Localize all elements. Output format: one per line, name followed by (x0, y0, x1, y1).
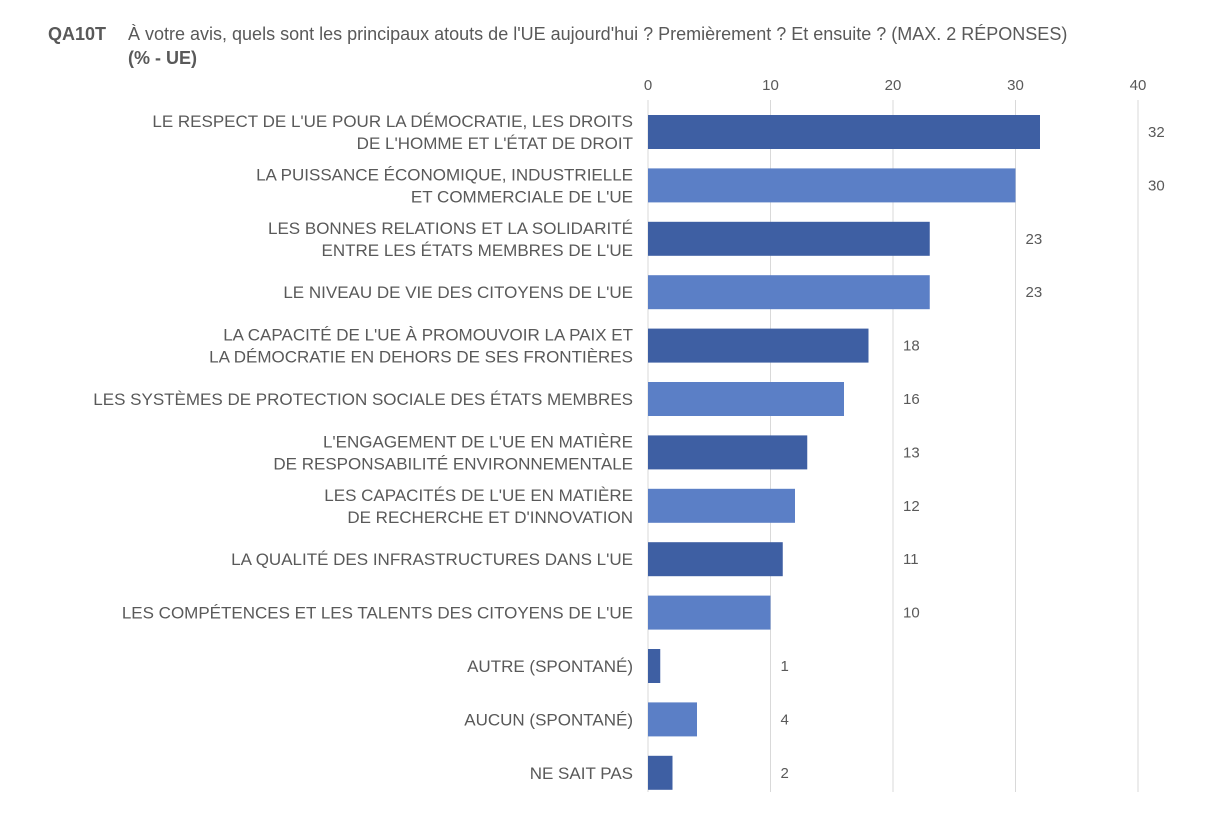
x-tick-label: 40 (1130, 77, 1147, 94)
data-label: 30 (1148, 177, 1165, 194)
category-label: AUCUN (SPONTANÉ) (464, 710, 633, 729)
x-tick-label: 10 (762, 77, 779, 94)
x-axis-ticks: 0 10 20 30 40 (644, 77, 1147, 94)
category-label: LES SYSTÈMES DE PROTECTION SOCIALE DES É… (93, 390, 633, 409)
bar (648, 382, 844, 416)
data-label: 16 (903, 391, 920, 408)
data-label: 2 (781, 765, 789, 782)
category-label: LES BONNES RELATIONS ET LA SOLIDARITÉ ENT… (268, 219, 633, 260)
question-line: QA10T À votre avis, quels sont les princi… (48, 22, 1208, 46)
bar (648, 595, 771, 630)
category-label: AUTRE (SPONTANÉ) (467, 657, 633, 676)
category-label: LE RESPECT DE L'UE POUR LA DÉMOCRATIE, L… (152, 112, 633, 153)
x-tick-label: 20 (885, 77, 902, 94)
data-label: 10 (903, 605, 920, 622)
data-label: 18 (903, 338, 920, 355)
bar (648, 275, 930, 310)
category-labels: LE RESPECT DE L'UE POUR LA DÉMOCRATIE, L… (93, 112, 633, 783)
x-tick-label: 30 (1007, 77, 1024, 94)
category-label: L'ENGAGEMENT DE L'UE EN MATIÈRE DE RESPON… (273, 432, 633, 473)
data-labels: 32 30 23 23 18 16 13 12 11 10 1 4 2 (781, 124, 1165, 782)
data-label: 23 (1026, 284, 1043, 301)
category-label: LA CAPACITÉ DE L'UE À PROMOUVOIR LA PAIX… (209, 326, 633, 367)
data-label: 23 (1026, 231, 1043, 248)
x-tick-label: 0 (644, 77, 652, 94)
data-label: 13 (903, 444, 920, 461)
chart-subtitle: (% - UE) (128, 48, 197, 68)
data-label: 11 (903, 551, 919, 568)
bar (648, 221, 930, 256)
category-label: LA QUALITÉ DES INFRASTRUCTURES DANS L'UE (231, 550, 633, 569)
bar (648, 435, 808, 470)
question-text: À votre avis, quels sont les principaux … (128, 24, 1068, 44)
bars (648, 115, 1040, 790)
data-label: 4 (781, 711, 789, 728)
bar (648, 488, 795, 523)
category-label: LA PUISSANCE ÉCONOMIQUE, INDUSTRIELLE ET … (256, 165, 633, 206)
bar (648, 755, 673, 790)
chart-title-block: QA10T À votre avis, quels sont les princi… (48, 22, 1208, 70)
question-code: QA10T (48, 24, 107, 44)
bar (648, 115, 1040, 149)
data-label: 1 (781, 658, 789, 675)
bar (648, 702, 697, 737)
bar (648, 168, 1016, 203)
data-label: 12 (903, 498, 920, 515)
data-label: 32 (1148, 124, 1165, 141)
bar (648, 542, 783, 577)
category-label: NE SAIT PAS (530, 764, 633, 783)
category-label: LES CAPACITÉS DE L'UE EN MATIÈRE DE RECHE… (324, 486, 633, 527)
category-label: LE NIVEAU DE VIE DES CITOYENS DE L'UE (283, 283, 633, 302)
bar (648, 328, 869, 363)
category-label: LES COMPÉTENCES ET LES TALENTS DES CITOY… (122, 604, 633, 623)
bar (648, 649, 661, 683)
